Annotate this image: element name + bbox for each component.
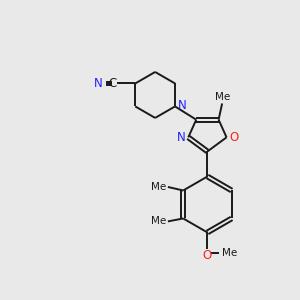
Text: N: N	[177, 131, 186, 144]
Text: Me: Me	[151, 182, 166, 192]
Text: Me: Me	[222, 248, 237, 258]
Text: Me: Me	[151, 216, 166, 226]
Text: C: C	[108, 77, 116, 90]
Text: N: N	[94, 77, 103, 90]
Text: N: N	[178, 99, 187, 112]
Text: O: O	[229, 131, 238, 144]
Text: O: O	[203, 249, 212, 262]
Text: Me: Me	[214, 92, 230, 102]
